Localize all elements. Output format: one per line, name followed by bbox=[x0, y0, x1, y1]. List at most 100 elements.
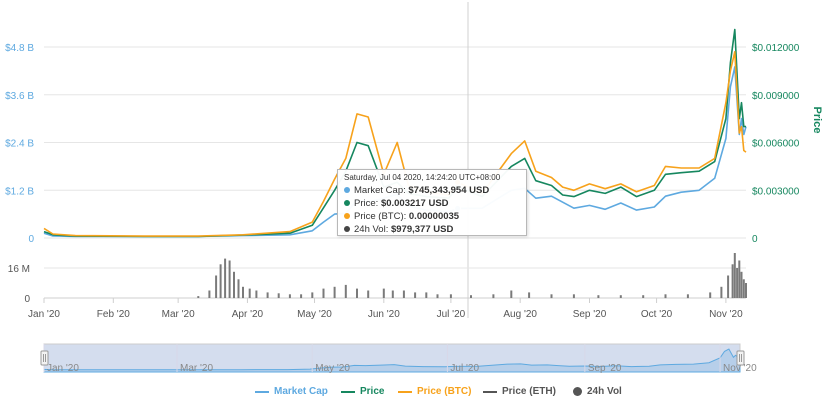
left-axis: 0 $1.2 B $2.4 B $3.6 B $4.8 B bbox=[5, 43, 34, 245]
series-line-price bbox=[43, 28, 746, 238]
volume-bar bbox=[402, 290, 405, 298]
tooltip-row-price: Price: $0.003217 USD bbox=[344, 197, 520, 210]
left-tick-label: $2.4 B bbox=[5, 139, 34, 150]
volume-bar bbox=[288, 294, 291, 299]
left-tick-label: $4.8 B bbox=[5, 43, 34, 54]
x-tick-label: Aug '20 bbox=[503, 309, 537, 320]
volume-bar bbox=[248, 288, 251, 298]
right-tick-label: $0.003000 bbox=[752, 186, 800, 197]
tooltip-label: Market Cap: bbox=[354, 185, 409, 196]
volume-bar bbox=[449, 294, 452, 299]
volume-bar bbox=[233, 271, 235, 299]
market-cap-line-icon bbox=[255, 390, 269, 393]
tooltip: Saturday, Jul 04 2020, 14:24:20 UTC+08:0… bbox=[337, 169, 527, 236]
tooltip-label: Price: bbox=[354, 198, 381, 209]
legend-label: 24h Vol bbox=[587, 386, 622, 397]
right-tick-label: $0.009000 bbox=[752, 91, 800, 102]
navigator-tick-label: May '20 bbox=[315, 363, 350, 374]
volume-tick-label: 0 bbox=[24, 294, 30, 305]
volume-bar bbox=[255, 290, 258, 298]
volume-bar bbox=[224, 258, 227, 298]
volume-bar bbox=[740, 271, 743, 299]
volume-bar bbox=[492, 294, 495, 299]
tooltip-value: 0.00000035 bbox=[408, 211, 460, 222]
tooltip-row-volume: 24h Vol: $979,377 USD bbox=[344, 223, 520, 236]
volume-bar bbox=[619, 295, 622, 298]
volume-bar bbox=[322, 288, 325, 298]
tooltip-date: Saturday, Jul 04 2020, 14:24:20 UTC+08:0… bbox=[344, 173, 501, 182]
volume-bar bbox=[736, 268, 739, 298]
volume-bar bbox=[300, 294, 303, 299]
gridlines bbox=[44, 46, 746, 239]
x-tick-label: Jan '20 bbox=[28, 309, 60, 320]
left-tick-label: 0 bbox=[28, 234, 34, 245]
price-eth-line-icon bbox=[483, 390, 497, 393]
market-cap-dot-icon bbox=[344, 187, 350, 194]
legend-item-price-eth[interactable]: Price (ETH) bbox=[483, 386, 556, 397]
volume-bar bbox=[742, 279, 745, 299]
volume-tick-label: 16 M bbox=[8, 264, 30, 275]
volume-dot-icon bbox=[344, 226, 350, 233]
volume-bar bbox=[277, 293, 280, 298]
tooltip-value: $979,377 USD bbox=[390, 224, 454, 235]
left-tick-label: $3.6 B bbox=[5, 91, 34, 102]
legend-item-price[interactable]: Price bbox=[341, 386, 384, 397]
navigator-handle[interactable] bbox=[40, 350, 49, 366]
volume-bar bbox=[720, 286, 723, 299]
volume-bar bbox=[219, 264, 222, 299]
right-tick-label: $0.012000 bbox=[752, 43, 800, 54]
volume-bar bbox=[311, 292, 314, 298]
volume-bar bbox=[572, 294, 575, 299]
x-tick-label: May '20 bbox=[297, 309, 332, 320]
volume-bar bbox=[745, 283, 747, 298]
volume-bar bbox=[686, 294, 689, 299]
volume-bar bbox=[436, 294, 439, 299]
right-axis: 0 $0.003000 $0.006000 $0.009000 $0.012000 bbox=[752, 43, 800, 245]
navigator-tick-label: Mar '20 bbox=[180, 363, 213, 374]
volume-bar bbox=[727, 275, 730, 298]
volume-axis: 0 16 M bbox=[8, 264, 31, 305]
legend-label: Price (BTC) bbox=[417, 386, 472, 397]
legend-label: Market Cap bbox=[274, 386, 328, 397]
price-line-icon bbox=[341, 390, 355, 393]
volume-bar bbox=[197, 296, 200, 298]
volume-bar bbox=[738, 260, 741, 298]
x-axis: Jan '20 Feb '20 Mar '20 Apr '20 May '20 Jun '… bbox=[28, 298, 743, 320]
legend: Market Cap Price Price (BTC) Price (ETH)… bbox=[0, 386, 830, 400]
x-tick-label: Mar '20 bbox=[162, 309, 195, 320]
volume-bar bbox=[356, 288, 358, 298]
volume-bar bbox=[664, 294, 667, 299]
volume-bar bbox=[425, 292, 428, 298]
series-line-price-btc bbox=[43, 51, 747, 237]
price-btc-dot-icon bbox=[344, 213, 350, 220]
volume-bar bbox=[344, 284, 347, 298]
volume-bar bbox=[733, 253, 736, 298]
legend-item-market-cap[interactable]: Market Cap bbox=[255, 386, 328, 397]
navigator-series bbox=[43, 348, 741, 373]
volume-bar bbox=[215, 275, 218, 298]
volume-bar bbox=[550, 294, 553, 299]
volume-bar bbox=[382, 288, 385, 298]
volume-bar bbox=[528, 292, 531, 298]
navigator-tick-label: Sep '20 bbox=[588, 363, 622, 374]
volume-bar bbox=[266, 292, 269, 298]
navigator[interactable]: Jan '20 Mar '20 May '20 Jul '20 Sep '20 Nov '… bbox=[40, 343, 757, 374]
volume-bar bbox=[642, 295, 645, 298]
volume-bar bbox=[597, 295, 600, 298]
volume-bar bbox=[731, 264, 734, 299]
navigator-handle[interactable] bbox=[736, 350, 745, 366]
chart-area[interactable]: 0 $1.2 B $2.4 B $3.6 B $4.8 B 0 $0.003000 $0.0… bbox=[0, 0, 830, 385]
navigator-tick-label: Jan '20 bbox=[47, 363, 79, 374]
volume-bar bbox=[510, 290, 513, 298]
tooltip-row-price-btc: Price (BTC): 0.00000035 bbox=[344, 210, 520, 223]
volume-circle-icon bbox=[573, 387, 582, 396]
legend-item-24h-vol[interactable]: 24h Vol bbox=[573, 386, 622, 397]
navigator-tick-label: Nov '20 bbox=[723, 363, 757, 374]
x-tick-label: Jun '20 bbox=[368, 309, 400, 320]
volume-bar bbox=[237, 279, 240, 299]
x-tick-label: Oct '20 bbox=[641, 309, 673, 320]
legend-item-price-btc[interactable]: Price (BTC) bbox=[398, 386, 471, 397]
left-tick-label: $1.2 B bbox=[5, 186, 34, 197]
volume-bar bbox=[367, 290, 370, 298]
legend-label: Price (ETH) bbox=[502, 386, 556, 397]
